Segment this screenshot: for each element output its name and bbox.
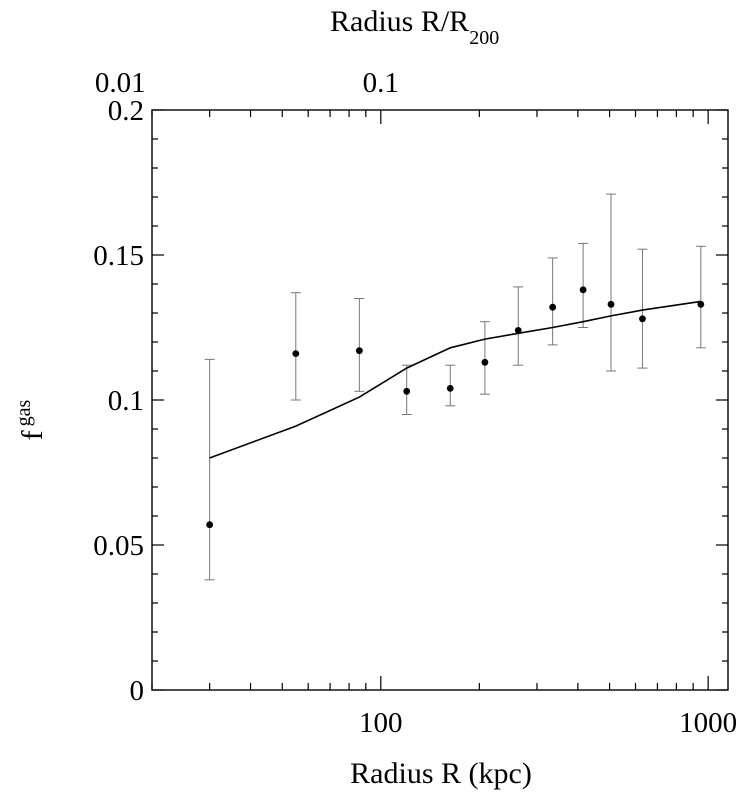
y-axis-label-main: f	[16, 430, 49, 440]
data-point	[549, 303, 557, 311]
y-tick-label: 0.15	[93, 240, 144, 272]
data-point	[579, 286, 587, 294]
data-point	[206, 521, 214, 529]
data-point	[639, 315, 646, 323]
top-axis-label-main: Radius R/R	[330, 5, 469, 38]
y-tick-label: 0.05	[93, 530, 144, 562]
x-axis-label: Radius R (kpc)	[350, 757, 532, 790]
data-point	[697, 300, 705, 308]
top-tick-label: 0.1	[363, 67, 399, 99]
x-tick-label: 1000	[679, 707, 737, 739]
data-point	[514, 327, 522, 334]
plot-frame	[151, 109, 729, 691]
data-point	[292, 350, 300, 357]
y-tick-label: 0.1	[108, 385, 144, 417]
top-axis-label: Radius R/R200	[330, 5, 499, 49]
data-point	[607, 300, 615, 308]
y-axis-label: f gas	[13, 399, 49, 440]
x-tick-label: 100	[359, 707, 403, 739]
top-tick-label: 0.01	[95, 67, 146, 99]
y-axis-label-sub: gas	[13, 399, 35, 426]
top-axis-label-sub: 200	[469, 27, 499, 49]
data-point	[446, 385, 454, 392]
model-line	[209, 300, 701, 459]
data-point	[403, 387, 411, 395]
y-tick-label: 0.2	[108, 95, 144, 127]
data-point	[481, 358, 489, 366]
data-point	[355, 347, 363, 355]
y-tick-label: 0	[130, 675, 145, 707]
